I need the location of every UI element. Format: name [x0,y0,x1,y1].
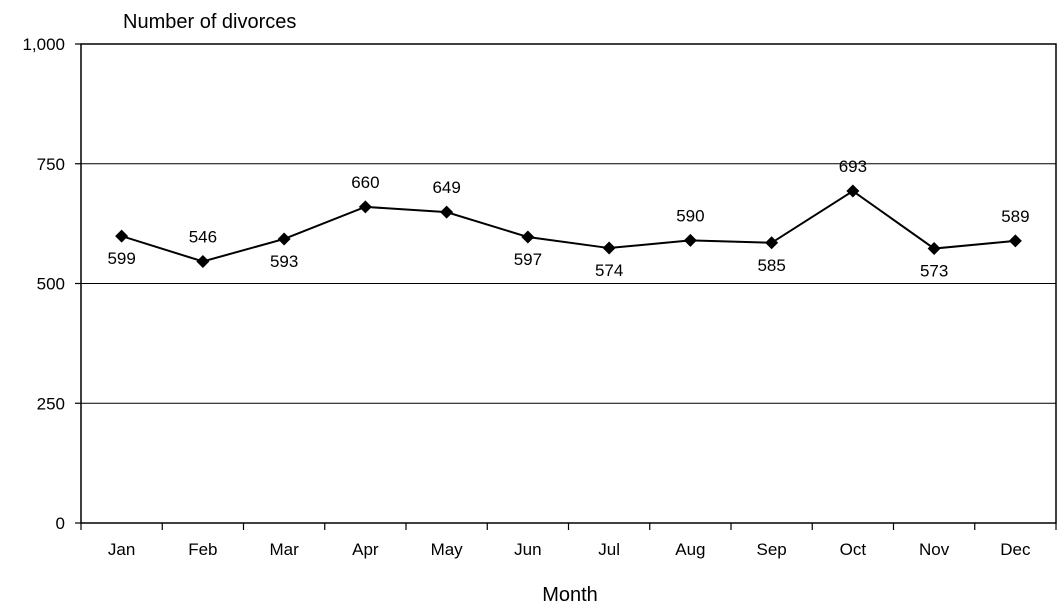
x-tick-label-mar: Mar [269,540,299,559]
y-tick-label: 1,000 [22,35,65,54]
data-point-apr [358,200,372,214]
data-point-jul [602,241,616,255]
data-point-nov [927,242,941,256]
data-label-feb: 546 [189,227,217,246]
data-point-jun [521,230,535,244]
y-tick-label: 0 [56,514,65,533]
data-label-dec: 589 [1001,207,1029,226]
x-tick-label-jan: Jan [108,540,135,559]
x-tick-label-may: May [431,540,464,559]
data-label-apr: 660 [351,173,379,192]
x-tick-label-jul: Jul [598,540,620,559]
x-tick-label-feb: Feb [188,540,217,559]
data-label-aug: 590 [676,206,704,225]
data-point-oct [846,184,860,198]
y-tick-label: 250 [37,394,65,413]
data-point-sep [765,236,779,250]
gridlines [81,163,1056,404]
x-tick-label-nov: Nov [919,540,950,559]
data-series [115,184,1022,268]
series-line [121,189,1016,263]
x-axis-title: Month [542,584,598,606]
data-label-jun: 597 [514,250,542,269]
data-label-oct: 693 [839,157,867,176]
y-tick-label: 500 [37,275,65,294]
data-point-aug [683,233,697,247]
data-label-jul: 574 [595,261,623,280]
x-tick-label-sep: Sep [757,540,787,559]
y-axis-title: Number of divorces [123,11,296,33]
data-label-sep: 585 [757,256,785,275]
x-tick-label-oct: Oct [840,540,867,559]
x-tick-label-aug: Aug [675,540,705,559]
data-label-mar: 593 [270,252,298,271]
data-labels: 599 546 593 660 649 597 574 590 585 693 573 589 [107,157,1029,280]
data-point-dec [1008,234,1022,248]
data-point-mar [277,232,291,246]
data-point-may [440,205,454,219]
x-tick-label-apr: Apr [352,540,379,559]
x-axis: Jan Feb Mar Apr May Jun Jul Aug Sep Oct Nov Dec [80,523,1057,559]
data-label-jan: 599 [107,249,135,268]
data-point-feb [196,254,210,268]
data-label-nov: 573 [920,262,948,281]
x-tick-label-jun: Jun [514,540,541,559]
data-label-may: 649 [432,178,460,197]
data-point-jan [115,229,129,243]
y-axis: 0 250 500 750 1,000 [22,35,81,533]
y-tick-label: 750 [37,155,65,174]
x-tick-label-dec: Dec [1000,540,1031,559]
